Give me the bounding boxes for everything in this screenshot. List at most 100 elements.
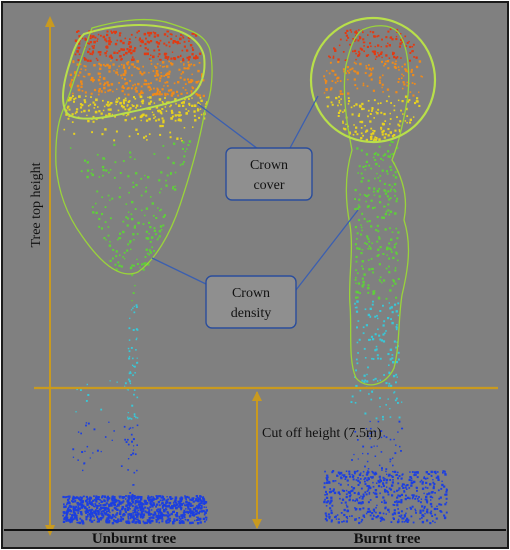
lidar-point [118, 520, 120, 522]
lidar-point [380, 51, 383, 54]
lidar-point [130, 87, 133, 90]
lidar-point [398, 489, 400, 491]
lidar-point [363, 374, 366, 377]
lidar-point [155, 520, 158, 523]
lidar-point [366, 85, 369, 87]
lidar-point [193, 507, 197, 511]
lidar-point [325, 519, 328, 522]
lidar-point [86, 59, 89, 62]
lidar-point [84, 450, 86, 452]
lidar-point [182, 59, 185, 62]
lidar-point [357, 204, 360, 206]
lidar-point [367, 291, 370, 294]
lidar-point [78, 521, 82, 525]
lidar-point [323, 75, 326, 78]
lidar-point [197, 101, 200, 104]
lidar-point [177, 94, 180, 97]
lidar-point [87, 109, 90, 112]
lidar-point [157, 207, 159, 209]
lidar-point [406, 484, 409, 487]
lidar-point [122, 66, 126, 69]
lidar-point [394, 171, 397, 174]
lidar-point [141, 515, 144, 518]
lidar-point [378, 81, 382, 84]
lidar-point [401, 73, 403, 76]
lidar-point [353, 78, 356, 81]
lidar-point [134, 510, 137, 514]
lidar-point [153, 153, 156, 155]
lidar-point [85, 510, 89, 514]
lidar-point [364, 357, 367, 359]
lidar-point [383, 479, 385, 482]
lidar-point [83, 57, 86, 59]
lidar-point [361, 501, 364, 504]
lidar-point [177, 104, 181, 107]
lidar-point [368, 259, 370, 261]
lidar-point [84, 101, 87, 104]
lidar-point [363, 478, 365, 481]
lidar-point [115, 100, 118, 103]
lidar-point [179, 76, 182, 79]
lidar-point [78, 497, 81, 500]
lidar-point [366, 243, 368, 245]
lidar-point [165, 179, 167, 182]
lidar-point [392, 256, 395, 260]
lidar-point [153, 49, 156, 52]
lidar-point [99, 51, 102, 54]
lidar-point [135, 304, 138, 307]
lidar-point [115, 268, 118, 270]
lidar-point [104, 91, 106, 94]
lidar-point [128, 350, 131, 353]
lidar-point [373, 138, 376, 140]
lidar-point [363, 380, 366, 383]
lidar-point [157, 42, 159, 44]
lidar-point [74, 500, 76, 503]
lidar-point [156, 497, 158, 500]
lidar-point [373, 156, 375, 159]
lidar-point [141, 209, 143, 212]
lidar-point [80, 170, 83, 173]
lidar-point [440, 503, 443, 506]
lidar-point [187, 58, 190, 61]
lidar-point [174, 114, 177, 117]
lidar-point [377, 357, 379, 360]
lidar-point [401, 100, 404, 103]
lidar-point [120, 58, 123, 60]
lidar-point [370, 133, 373, 135]
lidar-point [158, 510, 161, 514]
lidar-point [362, 41, 365, 44]
lidar-point [104, 503, 107, 506]
lidar-point [140, 90, 143, 93]
lidar-point [366, 220, 369, 223]
lidar-point [132, 438, 135, 441]
lidar-point [110, 502, 113, 505]
lidar-point [380, 128, 382, 131]
lidar-point [369, 247, 372, 250]
lidar-point [355, 269, 357, 272]
lidar-point [83, 99, 86, 102]
lidar-point [107, 104, 110, 107]
lidar-point [160, 517, 163, 520]
lidar-point [173, 503, 176, 506]
lidar-point [367, 34, 369, 36]
lidar-point [132, 49, 135, 53]
lidar-point [385, 382, 388, 385]
lidar-point [134, 506, 137, 509]
lidar-point [66, 509, 69, 511]
lidar-point [398, 69, 400, 71]
lidar-point [125, 441, 128, 443]
lidar-point [329, 56, 331, 59]
lidar-point [410, 476, 412, 478]
lidar-point [324, 78, 326, 81]
lidar-point [374, 45, 376, 48]
lidar-point [122, 220, 125, 223]
lidar-point [104, 206, 107, 208]
lidar-point [134, 116, 136, 119]
lidar-point [137, 221, 140, 225]
lidar-point [445, 490, 448, 493]
lidar-point [397, 314, 400, 317]
lidar-point [369, 135, 372, 138]
lidar-point [431, 491, 434, 494]
lidar-point [135, 506, 138, 510]
lidar-point [374, 489, 378, 492]
